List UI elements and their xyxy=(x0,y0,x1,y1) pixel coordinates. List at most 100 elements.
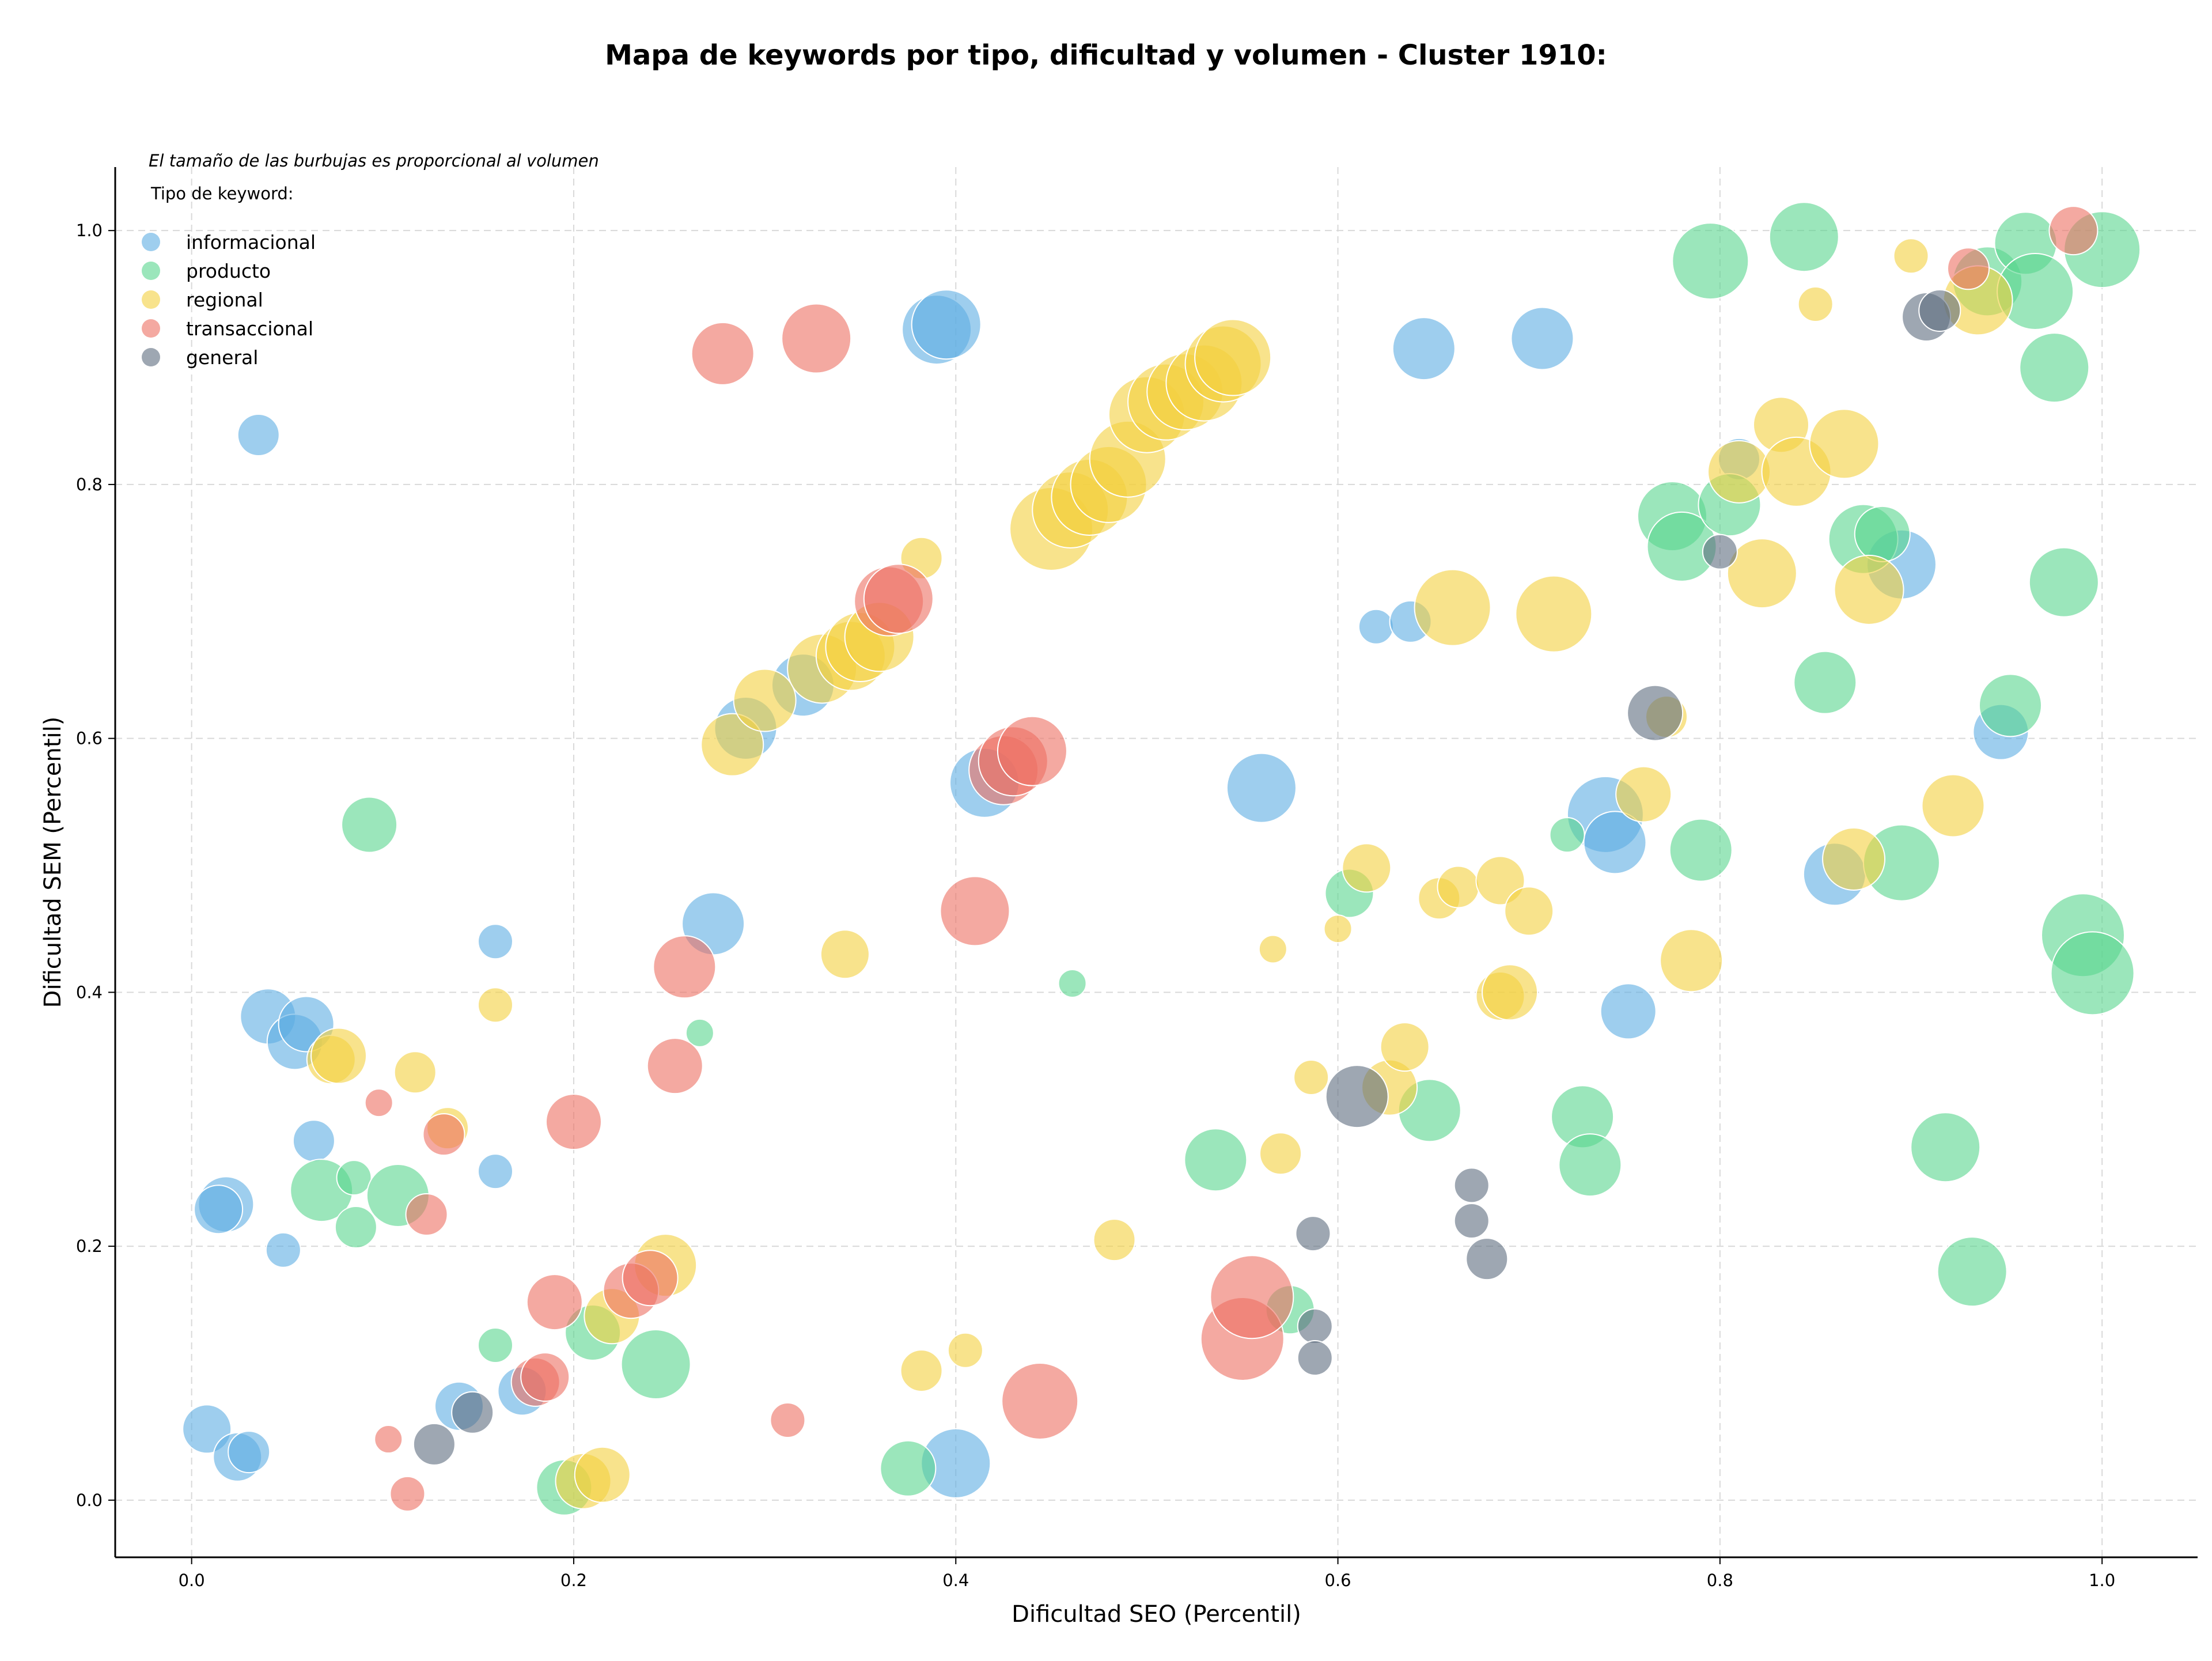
bubble-producto xyxy=(2019,332,2090,403)
x-tick-label: 0.6 xyxy=(1325,1571,1351,1590)
y-tick-label: 0.0 xyxy=(76,1490,103,1510)
bubble-transaccional xyxy=(940,876,1010,947)
bubble-regional xyxy=(1515,575,1593,653)
bubble-regional xyxy=(393,1051,437,1094)
bubble-transaccional xyxy=(526,1274,583,1331)
bubble-transaccional xyxy=(520,1352,570,1402)
bubble-regional xyxy=(1834,554,1904,625)
y-tick-label: 0.2 xyxy=(76,1236,103,1256)
bubble-producto xyxy=(2050,931,2135,1016)
legend-marker-informacional xyxy=(142,233,160,251)
bubble-transaccional xyxy=(781,303,852,374)
x-tick-label: 0.8 xyxy=(1707,1571,1733,1590)
bubble-informacional xyxy=(265,1232,301,1268)
bubble-informacional xyxy=(1358,608,1394,645)
bubble-size-note: El tamaño de las burbujas es proporciona… xyxy=(149,151,599,171)
bubble-informacional xyxy=(228,1431,271,1474)
bubble-informacional xyxy=(292,1119,335,1163)
legend-title: Tipo de keyword: xyxy=(150,184,294,203)
bubble-regional xyxy=(1342,843,1392,893)
bubble-general xyxy=(451,1391,494,1434)
bubble-producto xyxy=(1549,817,1585,853)
bubble-general xyxy=(1297,1308,1333,1344)
bubble-producto xyxy=(336,1160,372,1196)
bubble-transaccional xyxy=(1001,1362,1079,1440)
bubble-producto xyxy=(2028,547,2099,618)
bubble-producto xyxy=(1937,1236,2008,1307)
bubble-producto xyxy=(1184,1128,1248,1192)
bubble-informacional xyxy=(194,1185,244,1235)
x-tick-label: 1.0 xyxy=(2089,1571,2115,1590)
bubble-general xyxy=(1918,289,1961,332)
bubble-regional xyxy=(1258,934,1287,964)
bubble-general xyxy=(412,1422,456,1466)
chart-title: Mapa de keywords por tipo, dificultad y … xyxy=(605,39,1607,71)
bubble-transaccional xyxy=(2048,206,2099,256)
bubble-general xyxy=(1453,1203,1490,1239)
legend: El tamaño de las burbujas es proporciona… xyxy=(142,151,599,369)
bubble-producto xyxy=(1669,818,1733,882)
bubble-transaccional xyxy=(405,1193,448,1236)
bubble-transaccional xyxy=(374,1425,403,1454)
bubble-transaccional xyxy=(691,321,755,385)
bubble-regional xyxy=(1797,286,1834,322)
bubble-transaccional xyxy=(653,935,717,999)
legend-label-producto: producto xyxy=(186,260,271,282)
bubble-producto xyxy=(1058,968,1087,998)
bubble-regional xyxy=(1707,440,1771,504)
bubble-regional xyxy=(574,1446,631,1503)
bubble-transaccional xyxy=(545,1094,602,1151)
bubble-general xyxy=(1453,1167,1490,1204)
bubble-transaccional xyxy=(622,1250,679,1307)
bubble-general xyxy=(1297,1340,1333,1376)
grid-lines xyxy=(115,167,2198,1557)
bubble-producto xyxy=(1910,1112,1981,1183)
bubble-producto xyxy=(1768,202,1839,273)
bubble-regional xyxy=(1660,929,1724,993)
bubble-general xyxy=(1627,684,1684,741)
bubble-regional xyxy=(1380,1022,1430,1072)
bubble-transaccional xyxy=(364,1088,393,1118)
legend-entries: informacional producto regional transaccion… xyxy=(142,231,316,369)
bubble-general xyxy=(1465,1238,1509,1281)
y-tick-label: 0.8 xyxy=(76,475,103,494)
bubble-producto xyxy=(880,1440,937,1497)
bubbles xyxy=(182,202,2141,1516)
bubble-regional xyxy=(1323,914,1353,944)
y-axis-label: Dificultad SEM (Percentil) xyxy=(40,717,66,1008)
bubble-general xyxy=(1702,534,1738,570)
y-tick-label: 0.6 xyxy=(76,729,103,748)
x-axis-label: Dificultad SEO (Percentil) xyxy=(1012,1601,1301,1628)
axes xyxy=(108,167,2198,1564)
bubble-regional xyxy=(1259,1132,1302,1175)
bubble-transaccional xyxy=(997,716,1067,786)
bubble-informacional xyxy=(1510,307,1574,370)
x-tick-label: 0.2 xyxy=(560,1571,587,1590)
bubble-transaccional xyxy=(1947,247,1990,290)
bubble-regional xyxy=(1615,766,1672,823)
bubble-informacional xyxy=(237,413,280,456)
legend-marker-general xyxy=(142,348,160,366)
bubble-transaccional xyxy=(1210,1255,1294,1340)
bubble-producto xyxy=(1672,222,1749,300)
bubble-transaccional xyxy=(422,1113,465,1156)
bubble-informacional xyxy=(1392,317,1456,381)
x-tick-label: 0.0 xyxy=(179,1571,205,1590)
bubble-transaccional xyxy=(646,1038,703,1095)
legend-label-general: general xyxy=(186,346,258,369)
bubble-general xyxy=(1325,1065,1389,1129)
bubble-regional xyxy=(1437,865,1480,909)
bubble-regional xyxy=(947,1332,983,1368)
legend-marker-regional xyxy=(142,290,160,309)
bubble-regional xyxy=(1093,1219,1136,1262)
bubble-regional xyxy=(1822,827,1886,891)
bubble-informacional xyxy=(477,1153,513,1190)
bubble-regional xyxy=(1809,408,1880,479)
tick-labels: 0.0 0.2 0.4 0.6 0.8 1.0 0.0 0.2 0.4 0.6 0.8 1.0 xyxy=(76,221,2115,1590)
bubble-producto xyxy=(477,1327,513,1363)
bubble-regional xyxy=(820,929,870,979)
bubble-regional xyxy=(733,668,797,732)
bubble-regional xyxy=(1293,1060,1330,1096)
bubble-regional xyxy=(1482,964,1539,1021)
bubble-transaccional xyxy=(863,563,934,634)
